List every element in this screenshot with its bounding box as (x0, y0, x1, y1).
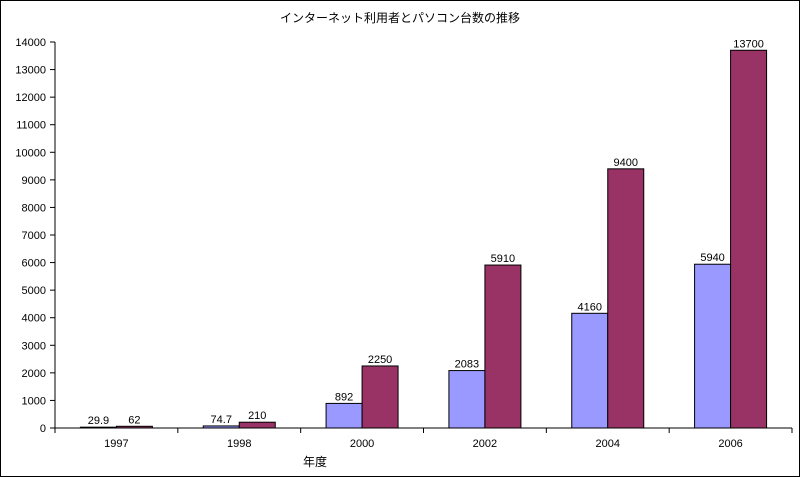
bar-series2-1998 (238, 421, 276, 429)
y-tick-label: 3000 (22, 340, 46, 352)
x-axis-label: 年度 (303, 454, 327, 469)
y-tick-label: 5000 (22, 285, 46, 297)
data-label-series2-2006: 13700 (733, 38, 764, 50)
x-tick-label-2006: 2006 (718, 438, 742, 450)
bar-series1-2000 (325, 402, 363, 429)
bar-series2-2004 (607, 168, 645, 429)
y-tick-label: 2000 (22, 368, 46, 380)
x-tick-label-2000: 2000 (350, 438, 374, 450)
x-tick-label-1997: 1997 (104, 438, 128, 450)
x-tick-label-2002: 2002 (473, 438, 497, 450)
y-tick-label: 14000 (15, 37, 46, 49)
chart-title: インターネット利用者とパソコン台数の推移 (279, 11, 520, 25)
y-tick-label: 9000 (22, 175, 46, 187)
bar-series2-2002 (484, 264, 522, 429)
y-tick-label: 12000 (15, 92, 46, 104)
bars-layer (79, 49, 768, 429)
axes-layer (50, 41, 793, 433)
y-tick-label: 4000 (22, 313, 46, 325)
bar-series2-2000 (361, 365, 399, 429)
y-tick-label: 7000 (22, 230, 46, 242)
data-label-series2-1997: 62 (128, 414, 140, 426)
data-label-series1-2000: 892 (335, 391, 353, 403)
bar-series1-2006 (694, 263, 732, 429)
data-label-series2-2004: 9400 (614, 157, 638, 169)
y-tick-label: 11000 (16, 120, 46, 132)
data-label-series1-2002: 2083 (455, 359, 479, 371)
data-label-series1-2006: 5940 (700, 252, 724, 264)
y-tick-label: 6000 (22, 258, 46, 270)
y-tick-label: 13000 (15, 65, 46, 77)
labels-layer: 29.9 74.7 892 2083 4160 5940 62 210 2250 5910 9400… (15, 37, 763, 450)
data-label-series2-1998: 210 (248, 410, 266, 422)
x-tick-label-1998: 1998 (227, 438, 251, 450)
bar-series1-2002 (448, 370, 486, 429)
data-label-series1-2004: 4160 (578, 301, 602, 313)
x-tick-label-2004: 2004 (596, 438, 620, 450)
y-tick-label: 8000 (22, 202, 46, 214)
data-label-series1-1998: 74.7 (211, 414, 232, 426)
data-label-series2-2002: 5910 (491, 253, 515, 265)
y-tick-label: 0 (40, 423, 46, 435)
data-label-series2-2000: 2250 (368, 354, 392, 366)
y-tick-label: 10000 (15, 147, 46, 159)
y-tick-label: 1000 (22, 395, 46, 407)
data-label-series1-1997: 29.9 (88, 415, 109, 427)
bar-series1-2004 (571, 312, 609, 429)
bar-series2-2006 (730, 49, 768, 429)
